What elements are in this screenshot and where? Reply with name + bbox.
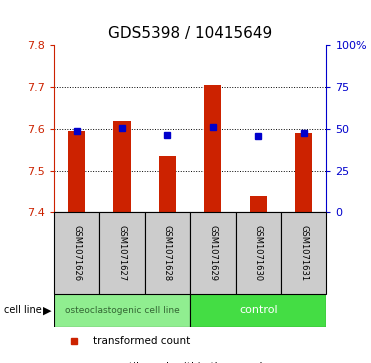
Bar [190, 294, 326, 327]
Text: GSM1071626: GSM1071626 [72, 225, 81, 281]
Text: GSM1071629: GSM1071629 [209, 225, 217, 281]
Bar [190, 212, 236, 294]
Text: transformed count: transformed count [93, 336, 190, 346]
Bar [99, 212, 145, 294]
Text: percentile rank within the sample: percentile rank within the sample [93, 362, 269, 363]
Bar [204, 85, 221, 212]
Bar [281, 212, 326, 294]
Text: GSM1071630: GSM1071630 [254, 225, 263, 281]
Text: GSM1071631: GSM1071631 [299, 225, 308, 281]
Text: control: control [239, 305, 278, 315]
Bar [68, 131, 85, 212]
Text: cell line: cell line [4, 305, 45, 315]
Text: GSM1071627: GSM1071627 [118, 225, 127, 281]
Text: ▶: ▶ [43, 305, 51, 315]
Title: GDS5398 / 10415649: GDS5398 / 10415649 [108, 26, 272, 41]
Bar [236, 212, 281, 294]
Bar [54, 212, 99, 294]
Text: GSM1071628: GSM1071628 [163, 225, 172, 281]
Bar [113, 121, 131, 212]
Bar [159, 156, 176, 212]
Text: osteoclastogenic cell line: osteoclastogenic cell line [65, 306, 179, 315]
Bar [250, 196, 267, 212]
Bar [54, 294, 190, 327]
Bar [145, 212, 190, 294]
Bar [295, 133, 312, 212]
